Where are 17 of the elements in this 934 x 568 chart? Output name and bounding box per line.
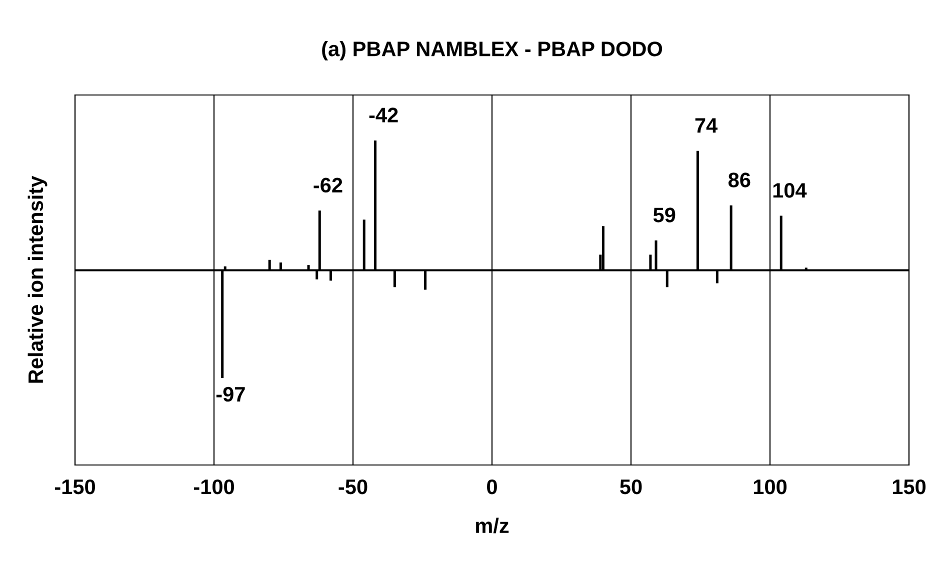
x-tick-label: -50 [338,479,368,494]
x-tick-label: 100 [754,479,787,494]
annotation: -62 [314,178,342,193]
annotation: 74 [695,118,718,133]
annotation: -97 [216,386,245,402]
annotation: -42 [369,108,398,122]
x-tick-label: 0 [487,479,497,494]
x-tick-label: 150 [892,479,926,494]
x-tick-label: -150 [54,479,95,494]
x-axis-title: m/z [476,518,509,534]
annotation: 59 [653,208,676,222]
annotation: 104 [773,182,807,198]
y-axis-title: Relative ion intensity [28,176,48,383]
chart-title: (a) PBAP NAMBLEX - PBAP DODO [322,41,662,60]
annotation: 86 [728,172,750,188]
x-tick-label: -100 [194,479,234,494]
x-tick-label: 50 [620,479,642,494]
